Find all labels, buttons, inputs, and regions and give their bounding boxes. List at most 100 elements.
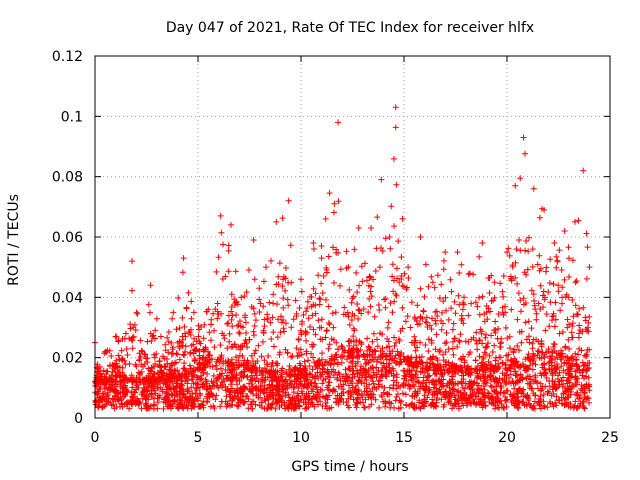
data-point <box>585 365 592 372</box>
data-point <box>172 359 179 366</box>
data-point <box>305 380 312 387</box>
data-point <box>557 307 564 314</box>
data-point <box>296 360 303 367</box>
data-point <box>257 300 264 307</box>
data-point <box>564 324 571 331</box>
data-point <box>564 316 571 323</box>
data-point <box>256 296 263 303</box>
data-point <box>430 354 437 361</box>
data-point <box>521 150 528 157</box>
data-point <box>487 368 494 375</box>
x-axis-ticks: 0 5 10 15 20 25 <box>91 56 619 446</box>
data-point <box>319 350 326 357</box>
data-point <box>256 308 263 315</box>
data-point <box>296 305 303 312</box>
data-point <box>207 403 214 410</box>
data-point <box>124 352 131 359</box>
data-point <box>288 353 295 360</box>
data-point <box>184 388 191 395</box>
data-point <box>391 223 398 230</box>
data-point <box>304 298 311 305</box>
data-point <box>393 393 400 400</box>
data-point <box>182 348 189 355</box>
data-point <box>228 304 235 311</box>
data-point <box>324 394 331 401</box>
data-point <box>380 389 387 396</box>
data-point <box>566 345 573 352</box>
data-point <box>554 257 561 264</box>
data-point <box>193 346 200 353</box>
data-point <box>349 380 356 387</box>
data-point <box>110 387 117 394</box>
data-point <box>142 351 149 358</box>
y-tick-label: 0.08 <box>52 170 83 186</box>
data-point <box>243 359 250 366</box>
data-point <box>148 338 155 345</box>
data-point <box>143 386 150 393</box>
data-point <box>225 359 232 366</box>
data-point <box>550 281 557 288</box>
data-point <box>195 333 202 340</box>
data-point <box>175 294 182 301</box>
data-point <box>290 316 297 323</box>
data-point <box>213 392 220 399</box>
data-point <box>239 398 246 405</box>
data-point <box>422 261 429 268</box>
data-point <box>236 318 243 325</box>
data-point <box>406 368 413 375</box>
data-point <box>499 304 506 311</box>
data-point <box>480 355 487 362</box>
data-point <box>454 397 461 404</box>
data-point <box>370 380 377 387</box>
data-point <box>147 376 154 383</box>
data-point <box>322 399 329 406</box>
data-point <box>408 299 415 306</box>
data-point <box>442 294 449 301</box>
data-point <box>459 315 466 322</box>
y-tick-label: 0.1 <box>61 109 83 125</box>
data-point <box>337 266 344 273</box>
data-point <box>483 303 490 310</box>
data-point <box>447 276 454 283</box>
data-point <box>455 292 462 299</box>
data-point <box>499 288 506 295</box>
data-point <box>133 386 140 393</box>
data-point <box>558 363 565 370</box>
data-point <box>252 317 259 324</box>
data-point <box>168 401 175 408</box>
data-point <box>489 348 496 355</box>
data-point <box>391 343 398 350</box>
data-point <box>366 357 373 364</box>
data-point <box>136 400 143 407</box>
data-point <box>523 336 530 343</box>
data-point <box>350 293 357 300</box>
data-point <box>556 378 563 385</box>
data-point <box>474 346 481 353</box>
data-point-peak <box>139 348 146 355</box>
data-point-peak <box>170 309 177 316</box>
data-point <box>531 352 538 359</box>
data-point <box>434 312 441 319</box>
data-point <box>304 384 311 391</box>
data-point <box>516 236 523 243</box>
data-point <box>270 329 277 336</box>
data-point <box>248 352 255 359</box>
data-point <box>527 376 534 383</box>
data-point <box>212 362 219 369</box>
data-point <box>121 393 128 400</box>
data-point <box>343 371 350 378</box>
data-point <box>558 267 565 274</box>
data-point <box>123 345 130 352</box>
data-point <box>318 316 325 323</box>
data-point <box>147 330 154 337</box>
data-point <box>505 245 512 252</box>
data-point <box>214 315 221 322</box>
data-point <box>362 361 369 368</box>
data-point <box>511 385 518 392</box>
data-point <box>518 339 525 346</box>
data-point <box>288 324 295 331</box>
data-point <box>200 354 207 361</box>
data-point <box>440 266 447 273</box>
data-point <box>154 405 161 412</box>
data-points <box>92 104 593 412</box>
